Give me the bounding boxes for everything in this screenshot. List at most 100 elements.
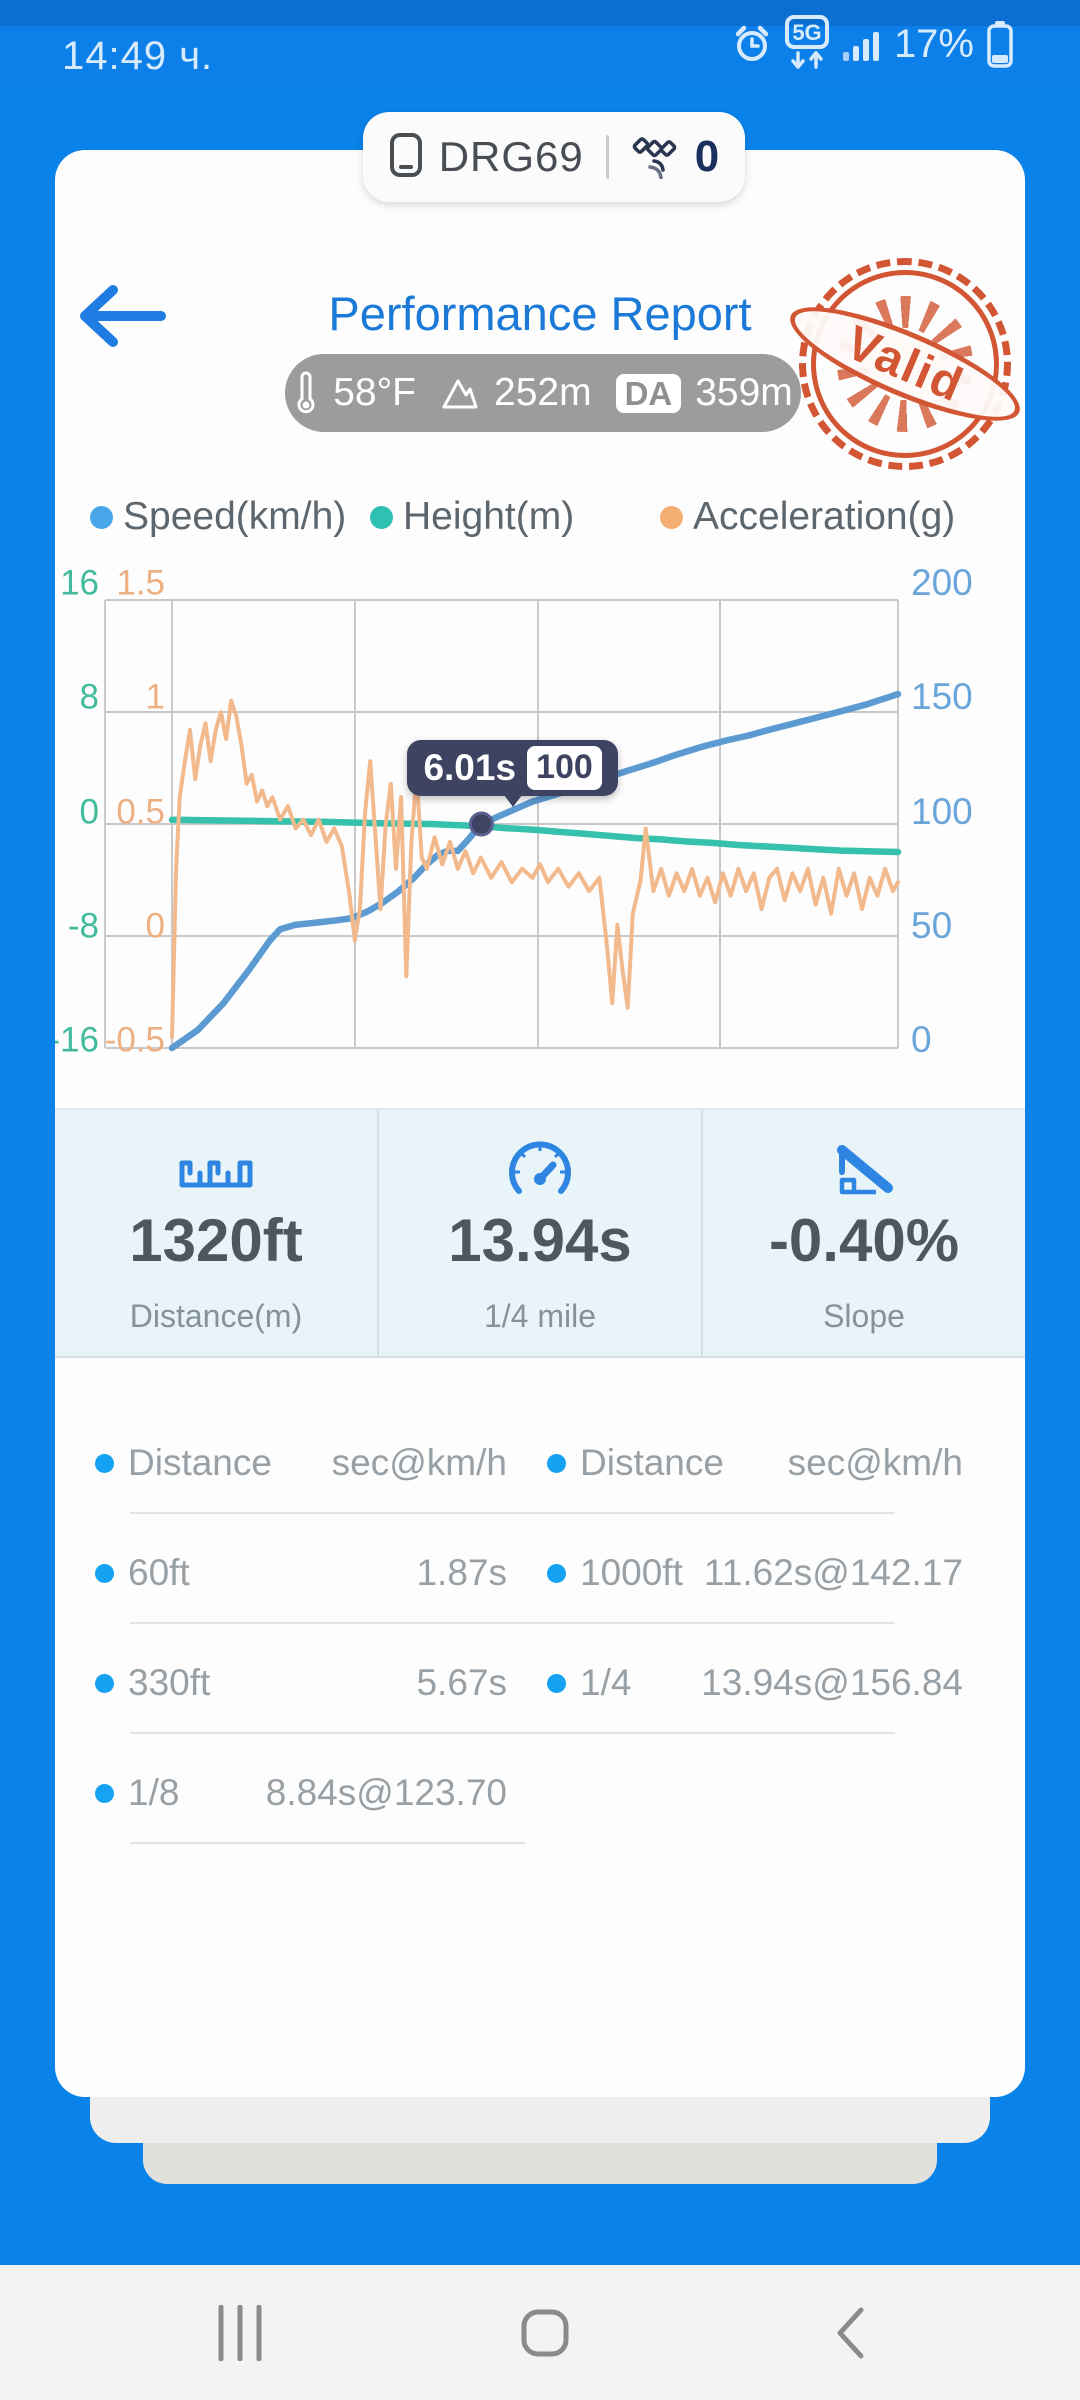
alarm-icon (732, 24, 772, 64)
back-button[interactable] (73, 280, 169, 352)
mountain-icon (440, 375, 480, 411)
thermometer-icon (293, 371, 319, 415)
time-speed-value: 8.84s@123.70 (265, 1772, 507, 1813)
time-speed-value: 5.67s (416, 1662, 507, 1703)
distance-label: 1000ft (580, 1552, 683, 1593)
chart-legend: Speed(km/h) Height(m) Acceleration(g) (55, 494, 1025, 540)
time-speed-value: 1.87s (416, 1552, 507, 1593)
series-acceleration (170, 698, 900, 1039)
stat-quarter-mile: 13.94s 1/4 mile (377, 1110, 701, 1356)
marker-dot (468, 811, 494, 837)
legend-label: Height(m) (403, 495, 575, 538)
table-cell: 1/8 8.84s@123.70 (95, 1772, 507, 1814)
distance-value: 1320ft (129, 1207, 303, 1274)
table-row: 330ft 5.67s 1/4 13.94s@156.84 (55, 1628, 1025, 1738)
axis-tick-label: -8 (68, 906, 99, 945)
distance-label: 330ft (128, 1662, 211, 1703)
table-row: 60ft 1.87s 1000ft 11.62s@142.17 (55, 1518, 1025, 1628)
back-arrow-icon (80, 285, 166, 347)
axis-tick-label: 1.5 (116, 563, 165, 602)
density-altitude-value: 359m (695, 371, 793, 414)
device-icon (389, 132, 423, 183)
legend-dot (90, 505, 113, 529)
legend-dot (370, 505, 393, 529)
back-chevron-icon (837, 2307, 864, 2358)
slope-icon (703, 1136, 1025, 1206)
card-stack-sheet-1 (90, 2097, 990, 2143)
valid-stamp: Valid (778, 250, 1032, 478)
distance-label: Distance(m) (129, 1298, 303, 1334)
tooltip-value-badge: 100 (527, 746, 602, 790)
device-name: DRG69 (438, 133, 584, 180)
slope-value: -0.40% (768, 1207, 960, 1274)
distance-label: Distance (580, 1442, 724, 1483)
legend-item-1[interactable]: Speed(km/h) (90, 494, 346, 540)
battery-icon (986, 19, 1014, 69)
device-pill[interactable]: DRG69 0 (363, 112, 745, 202)
bullet-icon (95, 1453, 114, 1473)
table-cell: 330ft 5.67s (95, 1662, 507, 1704)
table-cell: Distance sec@km/h (95, 1442, 507, 1484)
legend-item-2[interactable]: Height(m) (370, 494, 574, 540)
axis-tick-label: 50 (911, 905, 952, 946)
table-row: 1/8 8.84s@123.70 (55, 1738, 1025, 1848)
axis-tick-label: 0 (80, 792, 99, 831)
axis-tick-label: 1 (146, 677, 165, 716)
time-speed-value: 11.62s@142.17 (703, 1552, 963, 1593)
bullet-icon (547, 1453, 566, 1473)
satellite-count: 0 (694, 132, 720, 181)
quarter-mile-value: 13.94s (448, 1207, 632, 1274)
back-nav-button[interactable] (780, 2265, 920, 2400)
axis-tick-label: 150 (911, 676, 973, 717)
recents-button[interactable] (170, 2265, 310, 2400)
battery-percent: 17% (893, 21, 974, 66)
android-nav-bar (0, 2265, 1080, 2400)
report-card: Performance Report 58°F 252m DA 359m Val… (55, 150, 1032, 2097)
temperature-value: 58°F (333, 371, 416, 414)
satellite-icon (631, 131, 679, 184)
quarter-mile-label: 1/4 mile (483, 1298, 597, 1334)
tooltip-time: 6.01s (423, 747, 517, 788)
ruler-icon (55, 1136, 377, 1206)
axis-tick-label: 16 (60, 563, 99, 602)
recents-icon (218, 2304, 262, 2361)
pill-divider (605, 135, 609, 179)
svg-text:5G: 5G (792, 20, 821, 45)
distance-label: 60ft (128, 1552, 190, 1593)
bullet-icon (95, 1563, 114, 1583)
slope-label: Slope (823, 1298, 905, 1334)
status-bar: 14:49 ч. 5G 17% (0, 0, 1080, 88)
stat-distance: 1320ft Distance(m) (55, 1110, 377, 1356)
bullet-icon (547, 1563, 566, 1583)
stat-slope: -0.40% Slope (701, 1110, 1025, 1356)
table-cell: 1/4 13.94s@156.84 (547, 1662, 963, 1704)
altitude-value: 252m (494, 371, 592, 414)
chart-canvas[interactable]: 16 8 0 -8 -16 1.5 1 0.5 0 -0.5 200 150 100 50 0 (55, 550, 1025, 1090)
time-speed-value: sec@km/h (331, 1442, 507, 1483)
axis-tick-label: 0 (911, 1019, 932, 1060)
table-cell: 1000ft 11.62s@142.17 (547, 1552, 963, 1594)
speedometer-icon (379, 1136, 701, 1206)
axis-tick-label: 8 (80, 677, 99, 716)
card-stack-sheet-2 (143, 2143, 937, 2184)
home-button[interactable] (475, 2265, 615, 2400)
time-speed-value: 13.94s@156.84 (701, 1662, 963, 1703)
legend-item-3[interactable]: Acceleration(g) (660, 494, 955, 540)
performance-chart[interactable]: 16 8 0 -8 -16 1.5 1 0.5 0 -0.5 200 150 100 50 0 6.01s … (55, 550, 1025, 1090)
legend-dot (660, 505, 683, 529)
bullet-icon (95, 1783, 114, 1803)
axis-tick-label: 200 (911, 562, 973, 603)
distance-label: 1/8 (128, 1772, 180, 1813)
axis-tick-label: 0.5 (116, 792, 165, 831)
axis-tick-label: -16 (55, 1020, 99, 1059)
axis-tick-label: 0 (146, 906, 165, 945)
bullet-icon (547, 1673, 566, 1693)
stats-band: 1320ft Distance(m) 13.94s 1/4 mile (55, 1108, 1025, 1358)
5g-network-icon: 5G (784, 15, 830, 73)
axis-tick-label: 100 (911, 791, 973, 832)
axis-tick-label: -0.5 (105, 1020, 165, 1059)
legend-label: Speed(km/h) (123, 495, 347, 538)
time-speed-value: sec@km/h (787, 1442, 963, 1483)
page-title: Performance Report (328, 287, 752, 340)
bullet-icon (95, 1673, 114, 1693)
